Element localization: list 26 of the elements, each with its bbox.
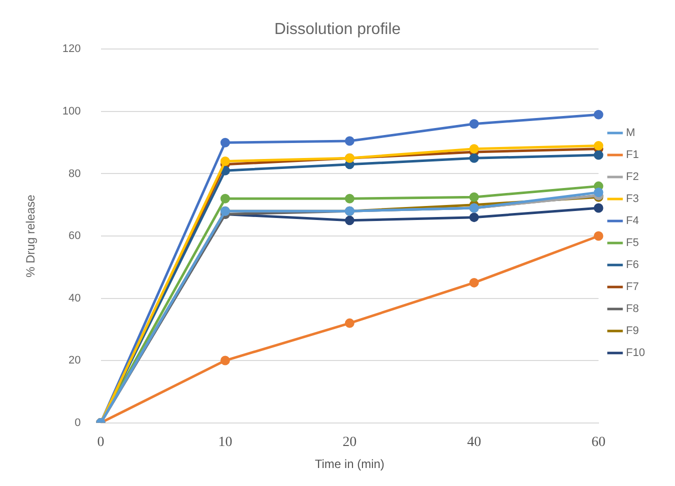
y-tick-label: 0 xyxy=(74,416,81,429)
y-tick-label: 20 xyxy=(68,354,81,367)
legend-label: F1 xyxy=(626,149,639,162)
x-tick-label: 10 xyxy=(218,434,232,450)
x-tick-label: 40 xyxy=(467,434,482,450)
legend-label: F5 xyxy=(626,237,639,250)
legend-label: F2 xyxy=(626,171,639,184)
x-axis-title: Time in (min) xyxy=(314,457,384,472)
legend-label: F6 xyxy=(626,259,639,272)
legend-label: F3 xyxy=(626,193,639,206)
legend-label: F7 xyxy=(626,281,639,294)
y-tick-label: 80 xyxy=(68,168,81,180)
x-tick-label: 20 xyxy=(342,434,357,450)
legend-label: F10 xyxy=(626,347,646,360)
x-tick-label: 60 xyxy=(592,434,606,450)
chart-title: Dissolution profile xyxy=(274,21,401,38)
y-axis-title: % Drug release xyxy=(24,194,38,278)
x-tick-label: 0 xyxy=(97,434,104,450)
legend-label: F9 xyxy=(626,325,639,338)
y-tick-label: 40 xyxy=(68,292,81,304)
y-tick-label: 60 xyxy=(68,230,81,242)
y-tick-label: 120 xyxy=(62,43,81,56)
legend-label: F4 xyxy=(626,215,639,228)
y-tick-label: 100 xyxy=(62,106,81,118)
legend-label: F8 xyxy=(626,303,639,316)
legend-label: M xyxy=(626,127,636,140)
